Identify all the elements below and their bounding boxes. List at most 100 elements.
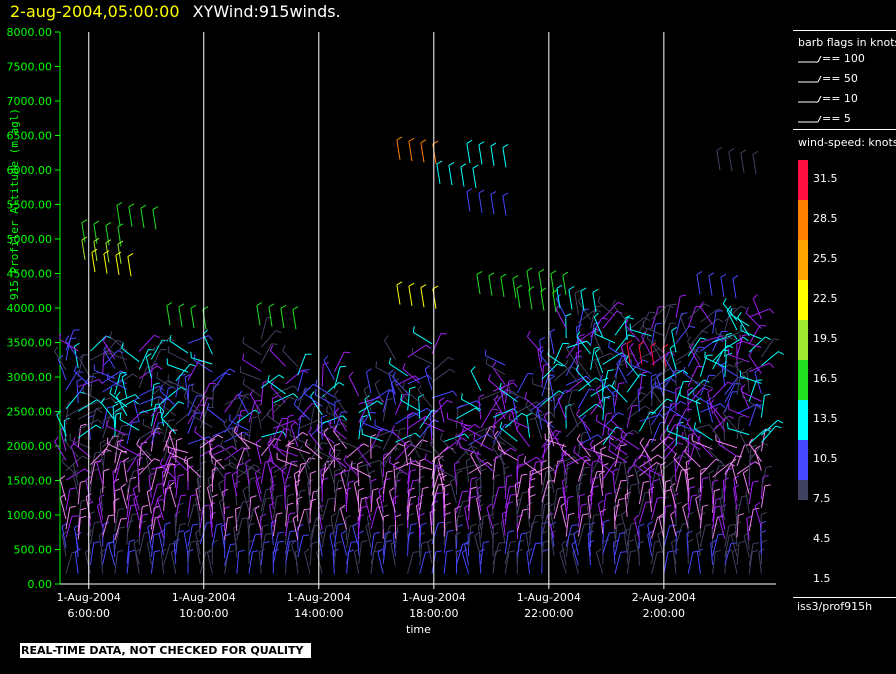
wind-barb [314, 443, 335, 461]
wind-barb [721, 486, 728, 512]
wind-barb [754, 502, 762, 528]
wind-barb [409, 457, 433, 471]
wind-barb [443, 483, 451, 509]
wind-barb [260, 380, 270, 405]
wind-barb [602, 492, 612, 517]
wind-barb [590, 470, 603, 493]
wind-barb [382, 443, 404, 461]
wind-barb [485, 428, 506, 446]
wind-barb [595, 414, 616, 433]
wind-barb [504, 541, 517, 564]
wind-barb [82, 385, 103, 403]
wind-barb [199, 522, 213, 545]
wind-barb [151, 380, 173, 397]
wind-barb [431, 399, 453, 417]
wind-barb [663, 424, 681, 445]
y-tick-label: 0.00 [28, 578, 53, 591]
wind-barb [581, 414, 592, 440]
wind-barb [707, 388, 714, 414]
wind-barb [724, 391, 739, 413]
wind-barb [478, 189, 485, 213]
wind-barb [330, 513, 337, 539]
wind-barb [590, 317, 608, 338]
wind-barb [675, 294, 687, 318]
wind-barb [282, 345, 299, 367]
wind-barb [236, 501, 249, 524]
wind-barb [89, 468, 99, 493]
wind-barb [504, 550, 515, 574]
wind-barb [541, 443, 552, 467]
wind-barb [358, 539, 368, 564]
wind-barb [699, 504, 709, 529]
wind-barb [334, 407, 348, 432]
wind-barb [736, 334, 749, 357]
wind-barb [651, 551, 664, 574]
wind-barb [126, 450, 152, 463]
wind-barb [427, 538, 433, 564]
wind-barb [699, 301, 714, 326]
wind-barb [577, 493, 586, 518]
wind-barb [734, 359, 750, 383]
wind-barb [492, 361, 506, 386]
wind-barb [697, 435, 713, 458]
wind-barb [669, 474, 677, 500]
wind-barb [288, 440, 311, 454]
wind-barb [202, 329, 213, 355]
wind-barb [465, 457, 472, 483]
wind-barb [455, 470, 463, 495]
wind-barb [269, 501, 275, 528]
wind-barb [236, 517, 249, 541]
wind-barb [175, 523, 187, 547]
wind-barb [760, 539, 768, 565]
wind-barb [614, 334, 635, 353]
wind-barb [700, 318, 724, 333]
wind-barb [504, 474, 513, 499]
wind-barb [541, 502, 551, 527]
wind-barb [292, 306, 299, 330]
wind-barb [748, 542, 760, 566]
wind-barb [56, 410, 67, 436]
barb-legend-item: == 10 [798, 92, 858, 105]
wind-barb [446, 412, 469, 427]
wind-barb [89, 407, 103, 430]
wind-barb [576, 354, 592, 379]
wind-barb [260, 532, 272, 557]
wind-barb [165, 440, 189, 454]
wind-barb [175, 363, 196, 382]
wind-barb [191, 384, 213, 401]
wind-barb [285, 540, 296, 564]
wind-barb [333, 506, 346, 530]
color-scale-swatch [798, 440, 808, 480]
wind-barb [289, 429, 311, 446]
wind-barb [675, 408, 692, 429]
wind-barb [167, 346, 189, 363]
wind-barb [65, 337, 77, 361]
wind-barb [157, 396, 177, 416]
wind-barb [133, 396, 140, 423]
wind-barb [109, 330, 128, 352]
wind-barb [391, 425, 408, 447]
wind-barb [410, 439, 433, 453]
wind-barb [105, 222, 112, 246]
wind-barb [715, 434, 738, 449]
wind-barb [272, 494, 283, 519]
wind-barb [730, 458, 738, 485]
wind-barb [102, 339, 123, 358]
wind-barb [127, 253, 134, 277]
wind-barb [669, 402, 689, 422]
wind-barb [436, 160, 443, 184]
wind-barb [271, 395, 278, 421]
wind-barb [497, 443, 518, 461]
wind-barb [664, 353, 677, 378]
wind-barb [199, 397, 213, 420]
wind-barb [589, 439, 604, 463]
wind-barb [297, 402, 318, 421]
wind-barb [388, 369, 396, 395]
wind-barb [516, 453, 524, 479]
wind-barb [333, 390, 348, 414]
wind-barb [163, 543, 176, 566]
wind-barb [438, 397, 445, 423]
wind-barb [394, 427, 406, 452]
wind-barb [114, 517, 127, 541]
wind-barb [247, 514, 254, 540]
